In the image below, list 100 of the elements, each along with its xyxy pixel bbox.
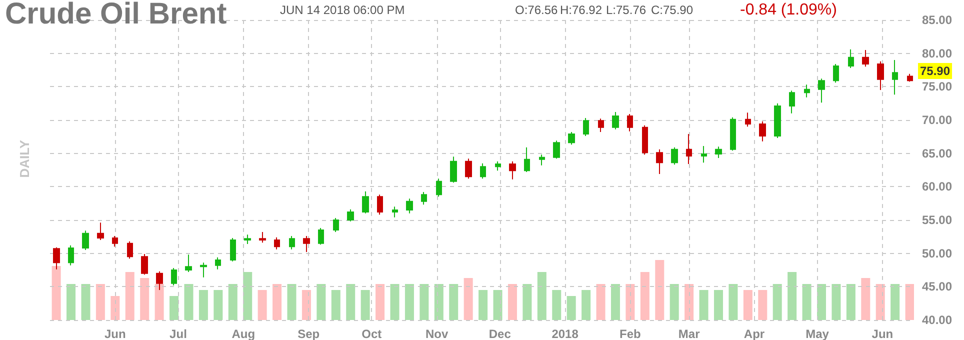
candlestick [318,228,324,246]
candlestick [82,230,89,250]
candlestick [450,156,457,184]
candlestick [509,160,516,180]
candlestick [465,158,472,180]
bar [552,290,562,320]
bar [817,284,826,320]
bar [610,284,620,320]
candlestick [715,146,722,158]
x-tick-label: Jun [872,327,894,340]
bar [772,284,782,320]
candlestick [68,244,74,266]
y-tick-label: 75.00 [922,80,952,94]
candlestick [303,236,310,252]
candlestick [539,154,545,166]
bar [493,290,502,320]
y-tick-label: 85.00 [922,13,952,27]
candlestick [774,102,781,138]
candlestick [347,208,354,222]
bar [684,284,694,320]
bar [714,290,723,320]
bar [876,284,885,320]
candlestick [274,236,280,250]
x-tick-label: Nov [425,327,448,340]
bar [434,284,444,320]
bar [81,284,90,320]
bar [390,284,400,320]
candlestick [112,236,118,248]
bar [316,284,326,320]
bar [272,284,282,320]
bar [449,284,458,320]
candlestick [907,73,913,82]
bar [154,284,164,320]
candlestick [230,238,236,262]
bar [596,284,606,320]
bar [170,296,179,320]
y-tick-label: 80.00 [922,46,952,60]
y-tick-label: 65.00 [922,146,952,160]
candlestick [200,262,207,278]
bar [582,290,591,320]
candlestick [421,192,427,206]
candlestick [362,190,369,214]
x-tick-label: Feb [620,327,641,340]
bar [331,290,340,320]
x-tick-label: Mar [678,327,700,340]
bar [743,290,752,320]
candlestick [568,132,575,146]
candlestick [244,234,251,244]
y-axis-title: DAILY [17,140,32,178]
bar [832,284,841,320]
y-tick-label: 40.00 [922,313,952,327]
bar [522,284,532,320]
bar [228,284,238,320]
bar [566,296,576,320]
candlestick [495,160,501,172]
bar [52,266,61,320]
candlestick [745,112,751,128]
bar [758,290,768,320]
text: -0.84 (1.09%) [740,2,837,18]
candlestick [759,120,766,142]
candlestick [818,78,825,104]
candlestick [671,146,678,166]
candlestick [333,218,339,232]
bar [184,284,194,320]
text: H:76.92 [560,3,602,17]
candlestick [656,148,663,174]
bar [670,284,679,320]
text: C:75.90 [651,3,694,17]
bar [360,290,370,320]
candlestick [127,240,133,260]
candlestick [701,146,707,164]
candlestick [598,118,604,132]
candlestick [289,236,295,250]
candlestick [833,64,839,84]
bar [626,284,635,320]
bar [788,272,797,320]
candlestick [789,90,795,114]
bar [905,284,914,320]
bar [110,296,120,320]
bar [846,284,856,320]
bar [655,260,664,320]
candlestick [406,198,413,214]
x-tick-label: 2018 [552,327,579,340]
text: O:76.56 [515,3,558,17]
candlestick [553,140,560,160]
candlestick [612,112,619,130]
bar [302,290,311,320]
bar [404,284,414,320]
bar [802,284,812,320]
y-tick-label: 50.00 [922,246,952,260]
bar [890,284,900,320]
bar [861,278,870,320]
bar [214,290,223,320]
candlestick [686,134,692,164]
candlestick [848,48,854,68]
x-tick-label: Jun [104,327,126,340]
bar [287,284,296,320]
y-tick-label: 70.00 [922,113,952,127]
x-tick-label: Dec [488,327,512,340]
candlestick [480,162,486,180]
